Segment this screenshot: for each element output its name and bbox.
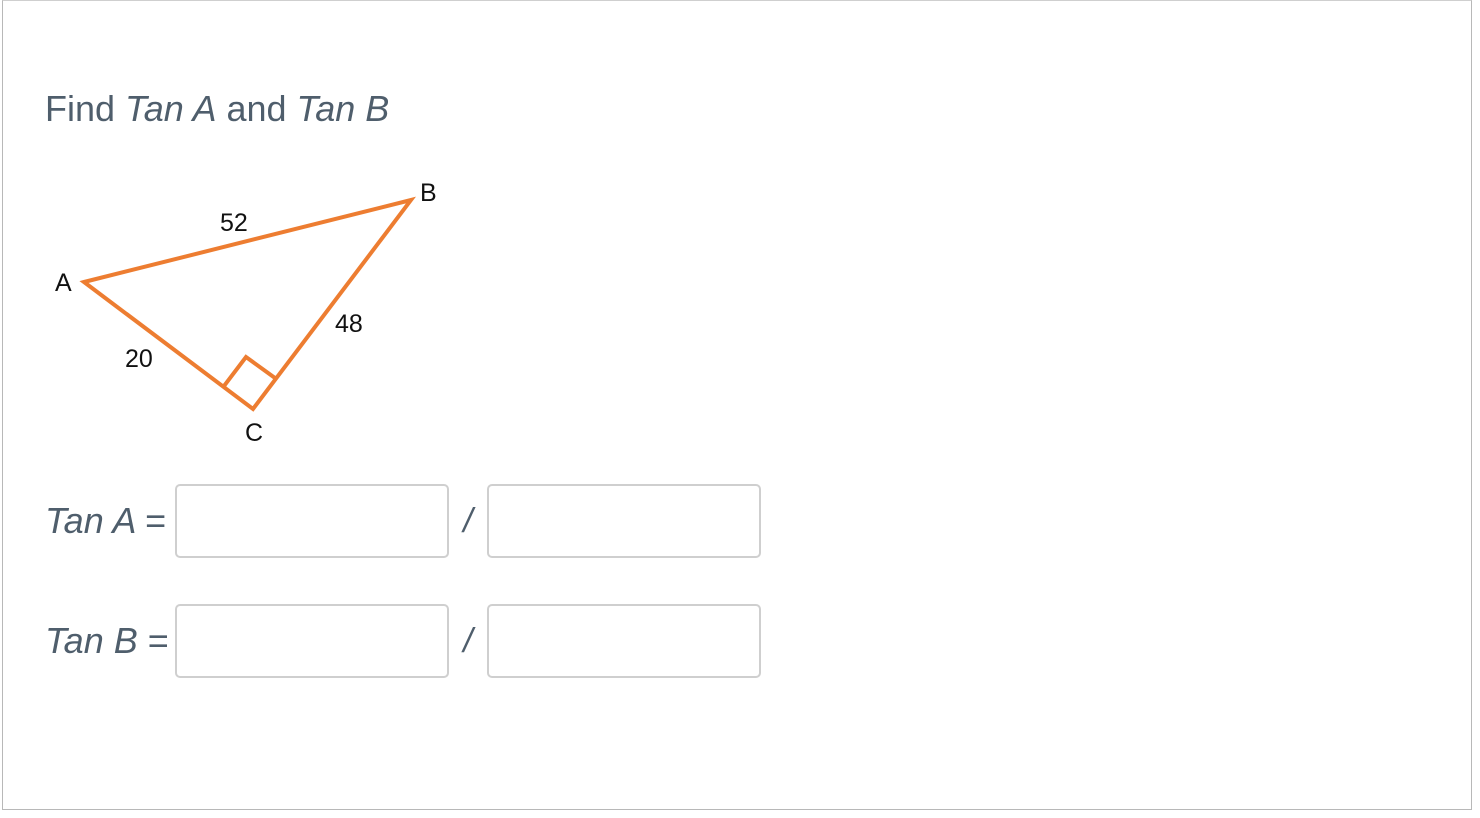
question-title: Find Tan A and Tan B bbox=[45, 88, 390, 129]
tan-a-row: Tan A = / bbox=[45, 483, 761, 559]
vertex-label-a: A bbox=[55, 269, 72, 297]
tan-b-numerator-input[interactable] bbox=[175, 604, 449, 678]
vertex-label-c: C bbox=[245, 419, 263, 447]
tan-b-label: Tan B = bbox=[45, 620, 169, 661]
tan-a-label: Tan A = bbox=[45, 500, 167, 541]
tan-a-denominator-input[interactable] bbox=[487, 484, 761, 558]
triangle-abc bbox=[79, 196, 417, 412]
triangle-diagram: A B C 52 48 20 bbox=[55, 179, 437, 447]
fraction-separator: / bbox=[463, 621, 473, 660]
side-label-ac: 20 bbox=[125, 345, 153, 373]
tan-b-row: Tan B = / bbox=[45, 603, 761, 679]
fraction-separator: / bbox=[463, 501, 473, 540]
side-label-ab: 52 bbox=[220, 209, 248, 237]
tan-a-numerator-input[interactable] bbox=[175, 484, 449, 558]
vertex-label-b: B bbox=[420, 179, 437, 207]
right-angle-marker bbox=[222, 354, 277, 388]
tan-b-denominator-input[interactable] bbox=[487, 604, 761, 678]
side-label-bc: 48 bbox=[335, 310, 363, 338]
